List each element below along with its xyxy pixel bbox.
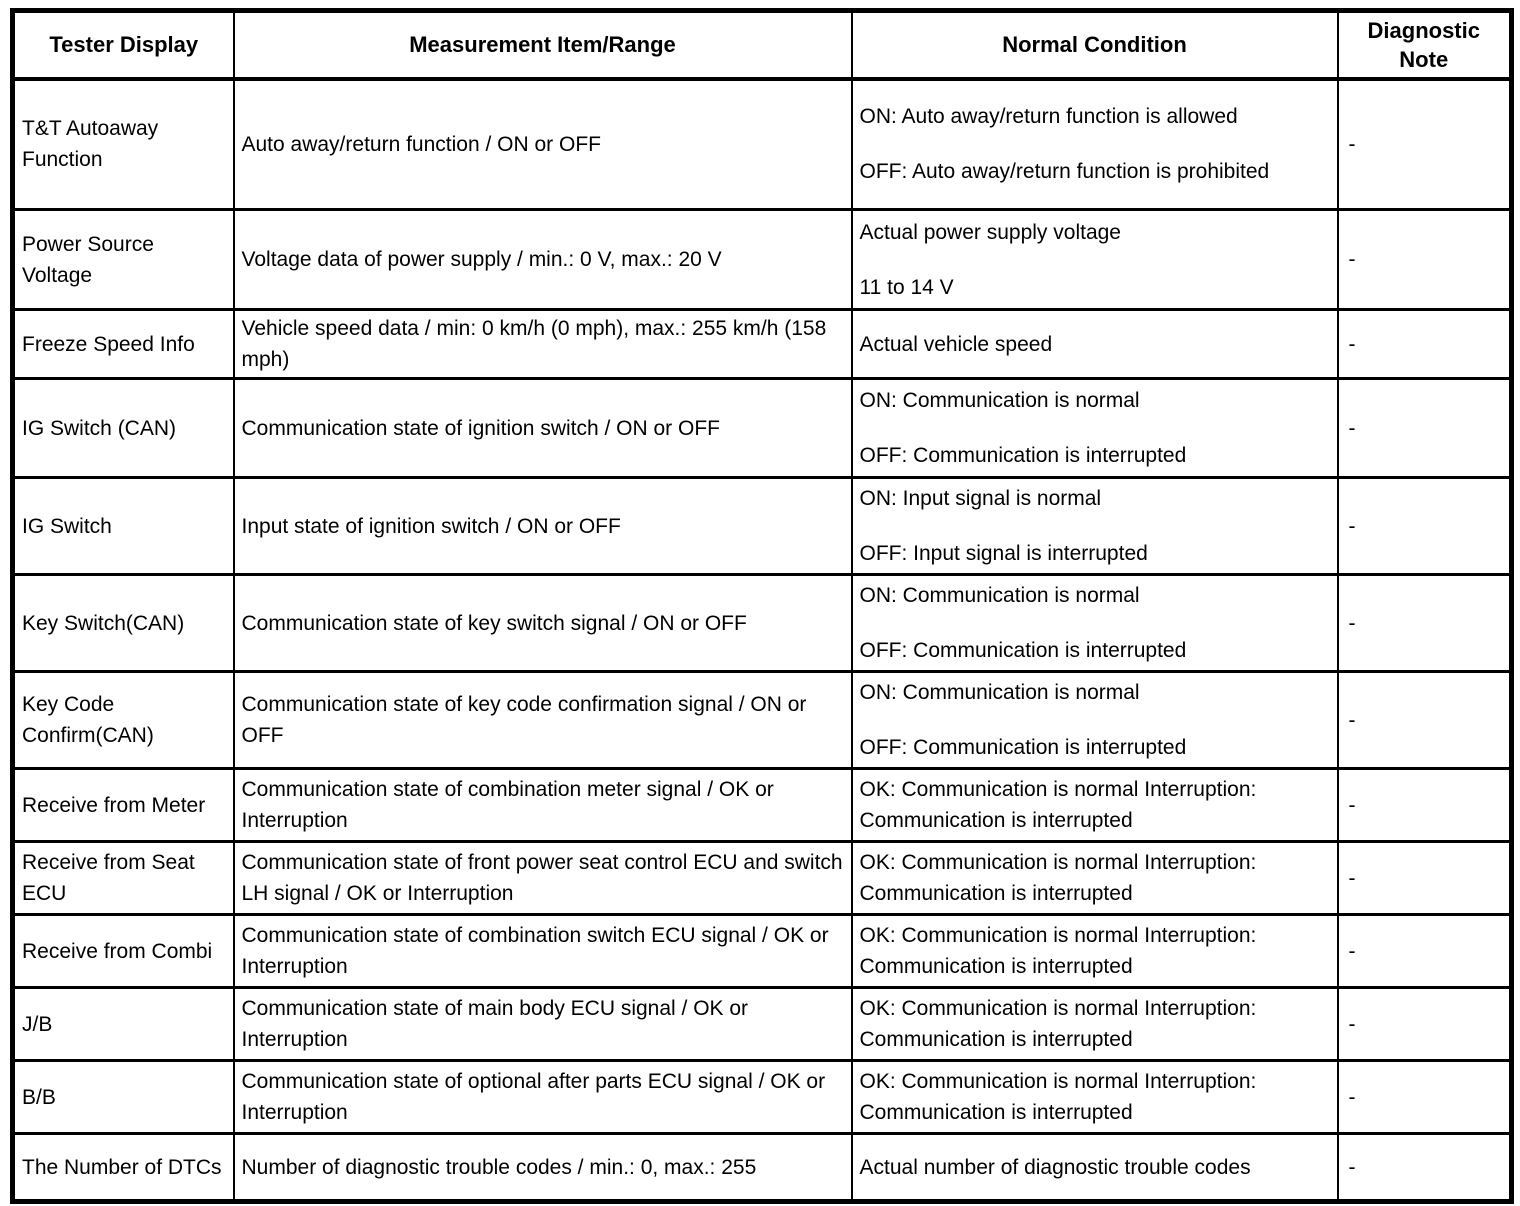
normal-condition-line: ON: Auto away/return function is allowed [859,105,1238,129]
cell-tester-display: The Number of DTCs [11,1132,235,1203]
cell-tester-display: Receive from Combi [11,913,235,989]
table-row: T&T Autoaway Function Auto away/return f… [11,77,1513,211]
cell-diagnostic-note: - [1336,208,1513,311]
cell-tester-display: Receive from Meter [11,767,235,843]
normal-condition-line: Actual power supply voltage [859,220,1122,244]
normal-condition-line: OK: Communication is normal Interruption… [859,924,1257,978]
cell-tester-display: J/B [11,986,235,1062]
normal-condition-line: Actual number of diagnostic trouble code… [859,1155,1251,1179]
normal-condition-line: OK: Communication is normal Interruption… [859,778,1257,832]
normal-condition-line: 11 to 14 V [859,275,954,299]
table-header-row: Tester Display Measurement Item/Range No… [11,9,1513,81]
normal-condition-line: ON: Communication is normal [859,681,1140,704]
cell-diagnostic-note: - [1336,573,1513,673]
cell-normal-condition: Actual power supply voltage 11 to 14 V [850,208,1339,311]
cell-measurement: Communication state of combination meter… [232,767,853,843]
table-row: IG Switch Input state of ignition switch… [11,476,1513,576]
cell-tester-display: B/B [11,1059,235,1135]
cell-normal-condition: ON: Communication is normal OFF: Communi… [850,670,1339,770]
normal-condition-line: OFF: Auto away/return function is prohib… [859,160,1270,184]
normal-condition-line: OK: Communication is normal Interruption… [859,1070,1257,1124]
cell-diagnostic-note: - [1336,377,1513,479]
cell-diagnostic-note: - [1336,986,1513,1062]
cell-diagnostic-note: - [1336,308,1513,380]
cell-tester-display: T&T Autoaway Function [11,77,235,211]
table-row: Freeze Speed Info Vehicle speed data / m… [11,308,1513,380]
table-row: Key Code Confirm(CAN) Communication stat… [11,670,1513,770]
cell-normal-condition: ON: Communication is normal OFF: Communi… [850,573,1339,673]
cell-tester-display: Key Switch(CAN) [11,573,235,673]
cell-measurement: Input state of ignition switch / ON or O… [232,476,853,576]
cell-normal-condition: OK: Communication is normal Interruption… [850,840,1339,916]
normal-condition-line: OFF: Communication is interrupted [859,736,1187,759]
cell-tester-display: IG Switch [11,476,235,576]
cell-tester-display: Receive from Seat ECU [11,840,235,916]
cell-tester-display: Key Code Confirm(CAN) [11,670,235,770]
cell-measurement: Number of diagnostic trouble codes / min… [232,1132,853,1203]
cell-measurement: Vehicle speed data / min: 0 km/h (0 mph)… [232,308,853,380]
column-header-measurement-item-range: Measurement Item/Range [232,9,853,81]
cell-measurement: Communication state of main body ECU sig… [232,986,853,1062]
cell-measurement: Communication state of key switch signal… [232,573,853,673]
cell-normal-condition: OK: Communication is normal Interruption… [850,913,1339,989]
normal-condition-line: OFF: Communication is interrupted [859,639,1187,662]
cell-diagnostic-note: - [1336,670,1513,770]
cell-measurement: Auto away/return function / ON or OFF [232,77,853,211]
cell-diagnostic-note: - [1336,1059,1513,1135]
cell-measurement: Communication state of front power seat … [232,840,853,916]
cell-normal-condition: OK: Communication is normal Interruption… [850,767,1339,843]
table-row: Receive from Meter Communication state o… [11,767,1513,843]
cell-normal-condition: ON: Input signal is normal OFF: Input si… [850,476,1339,576]
cell-normal-condition: Actual number of diagnostic trouble code… [850,1132,1339,1203]
cell-tester-display: IG Switch (CAN) [11,377,235,479]
normal-condition-line: OK: Communication is normal Interruption… [859,997,1257,1051]
cell-diagnostic-note: - [1336,1132,1513,1203]
column-header-tester-display: Tester Display [11,9,235,81]
normal-condition-line: OFF: Input signal is interrupted [859,542,1148,565]
cell-normal-condition: OK: Communication is normal Interruption… [850,986,1339,1062]
cell-measurement: Communication state of key code confirma… [232,670,853,770]
cell-normal-condition: ON: Communication is normal OFF: Communi… [850,377,1339,479]
cell-measurement: Voltage data of power supply / min.: 0 V… [232,208,853,311]
table-row: The Number of DTCs Number of diagnostic … [11,1132,1513,1203]
cell-tester-display: Freeze Speed Info [11,308,235,380]
table-row: B/B Communication state of optional afte… [11,1059,1513,1135]
normal-condition-line: ON: Communication is normal [859,584,1140,607]
cell-measurement: Communication state of optional after pa… [232,1059,853,1135]
table-row: J/B Communication state of main body ECU… [11,986,1513,1062]
cell-diagnostic-note: - [1336,476,1513,576]
normal-condition-line: ON: Input signal is normal [859,487,1102,510]
cell-diagnostic-note: - [1336,767,1513,843]
table-row: Receive from Combi Communication state o… [11,913,1513,989]
column-header-normal-condition: Normal Condition [850,9,1339,81]
column-header-diagnostic-note: Diagnostic Note [1336,9,1513,81]
normal-condition-line: OK: Communication is normal Interruption… [859,851,1257,905]
table-row: Key Switch(CAN) Communication state of k… [11,573,1513,673]
cell-diagnostic-note: - [1336,77,1513,211]
cell-diagnostic-note: - [1336,913,1513,989]
normal-condition-line: OFF: Communication is interrupted [859,444,1187,467]
table-row: Receive from Seat ECU Communication stat… [11,840,1513,916]
table-row: Power Source Voltage Voltage data of pow… [11,208,1513,311]
data-list-table: Tester Display Measurement Item/Range No… [10,8,1514,1204]
cell-measurement: Communication state of ignition switch /… [232,377,853,479]
cell-measurement: Communication state of combination switc… [232,913,853,989]
cell-normal-condition: Actual vehicle speed [850,308,1339,380]
table-row: IG Switch (CAN) Communication state of i… [11,377,1513,479]
cell-tester-display: Power Source Voltage [11,208,235,311]
cell-diagnostic-note: - [1336,840,1513,916]
normal-condition-line: Actual vehicle speed [859,332,1053,356]
cell-normal-condition: OK: Communication is normal Interruption… [850,1059,1339,1135]
cell-normal-condition: ON: Auto away/return function is allowed… [850,77,1339,211]
normal-condition-line: ON: Communication is normal [859,389,1140,412]
